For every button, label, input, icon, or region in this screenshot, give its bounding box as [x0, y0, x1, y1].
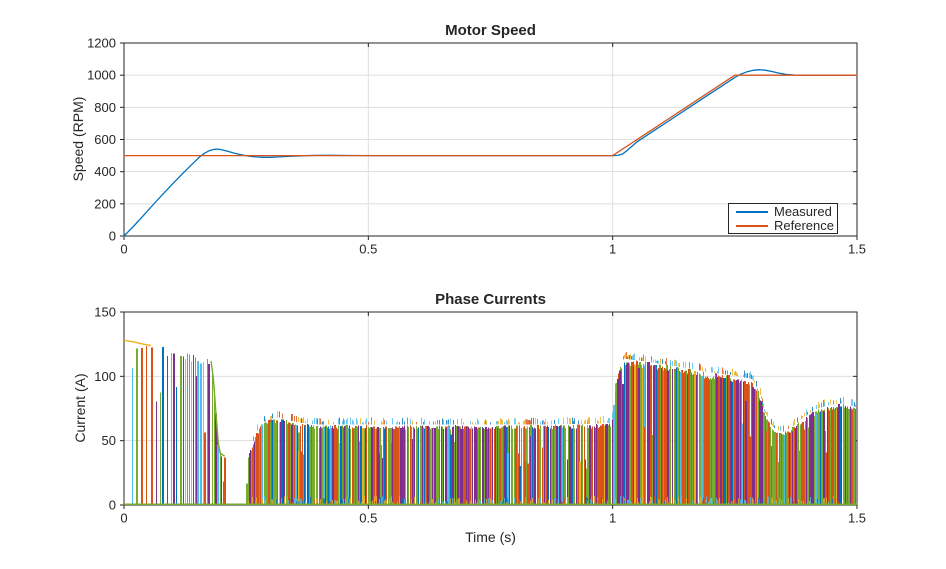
legend-label-reference: Reference — [774, 218, 834, 233]
speed-y-axis-label: Speed (RPM) — [70, 96, 86, 182]
y-tick-label: 800 — [94, 100, 116, 115]
phase-current-strokes — [249, 355, 855, 505]
x-tick-label: 0 — [120, 511, 127, 526]
phase-current-strokes — [253, 352, 839, 505]
x-tick-label: 1.5 — [848, 511, 866, 526]
phase-current-strokes — [255, 353, 858, 505]
y-tick-label: 200 — [94, 196, 116, 211]
phase-current-strokes — [167, 354, 841, 505]
legend-item-reference: Reference — [729, 219, 837, 232]
legend-line-reference-icon — [736, 224, 768, 227]
x-tick-label: 1 — [609, 511, 616, 526]
y-tick-label: 0 — [109, 229, 116, 244]
y-tick-label: 50 — [102, 433, 116, 448]
phase-current-strokes — [197, 360, 817, 505]
phase-currents-title: Phase Currents — [435, 291, 546, 308]
y-tick-label: 150 — [94, 305, 116, 320]
phase-current-strokes — [146, 345, 856, 505]
y-tick-label: 100 — [94, 369, 116, 384]
phase-current-strokes — [362, 364, 696, 505]
x-tick-label: 1.5 — [848, 242, 866, 257]
envelope-drop-edge — [210, 360, 226, 457]
phase-current-strokes — [156, 362, 851, 505]
legend-item-measured: Measured — [729, 205, 837, 218]
legend[interactable]: Measured Reference — [728, 203, 838, 234]
motor-speed-title: Motor Speed — [445, 22, 536, 39]
x-tick-label: 0.5 — [359, 511, 377, 526]
y-tick-label: 1200 — [87, 36, 116, 51]
legend-line-measured-icon — [736, 210, 768, 213]
x-tick-label: 0 — [120, 242, 127, 257]
phase-current-strokes — [248, 352, 858, 505]
y-tick-label: 400 — [94, 164, 116, 179]
series-reference — [123, 74, 858, 157]
y-tick-label: 600 — [94, 132, 116, 147]
x-tick-label: 0.5 — [359, 242, 377, 257]
time-x-axis-label: Time (s) — [465, 529, 516, 545]
envelope-leader-curve — [123, 339, 152, 347]
x-tick-label: 1 — [609, 242, 616, 257]
legend-label-measured: Measured — [774, 204, 832, 219]
y-tick-label: 1000 — [87, 68, 116, 83]
phase-current-strokes — [173, 353, 840, 505]
current-y-axis-label: Current (A) — [72, 373, 88, 443]
y-tick-label: 0 — [109, 498, 116, 513]
